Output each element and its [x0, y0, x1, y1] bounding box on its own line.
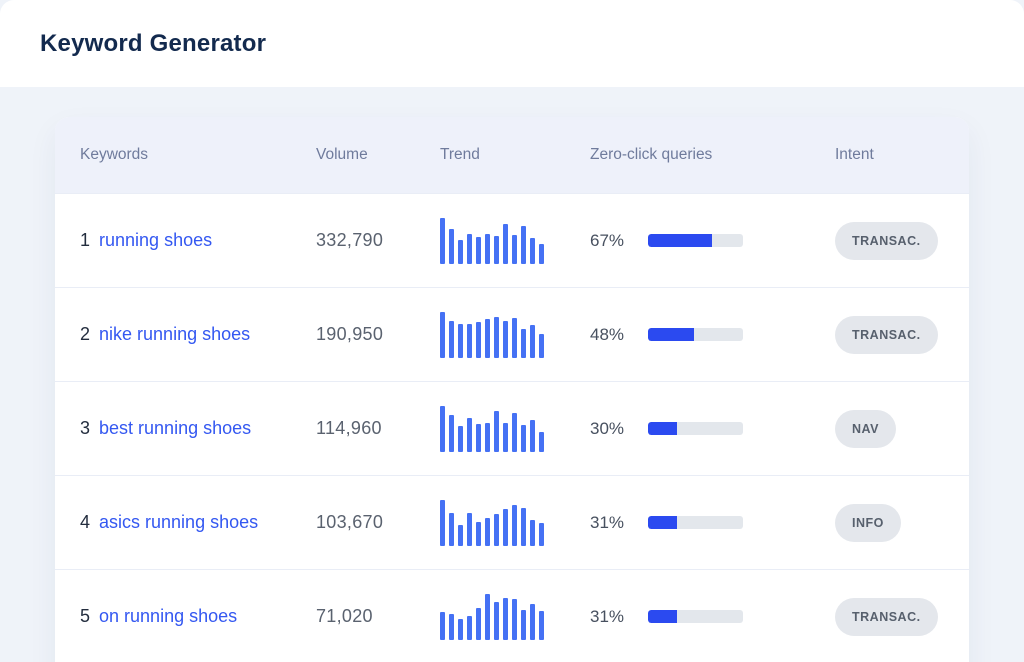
keyword-link[interactable]: nike running shoes: [99, 324, 251, 344]
zero-click-progress-fill: [648, 328, 694, 341]
volume-value: 190,950: [316, 324, 384, 344]
table-row: 4 asics running shoes 103,670 31% INFO: [55, 475, 969, 569]
page-content: Keywords Volume Trend Zero-click queries…: [0, 87, 1024, 662]
zero-click-percent: 30%: [590, 418, 625, 438]
column-header-zero-click: Zero-click queries: [590, 146, 713, 163]
table-header-row: Keywords Volume Trend Zero-click queries…: [55, 117, 969, 193]
zero-click-progressbar: [648, 516, 743, 529]
intent-badge: TRANSAC.: [835, 221, 938, 260]
zero-click-progress-fill: [648, 422, 677, 435]
zero-click-percent: 31%: [590, 606, 625, 626]
zero-click-percent: 67%: [590, 230, 625, 250]
top-header-bar: Keyword Generator: [0, 0, 1024, 87]
table-row: 1 running shoes 332,790 67% TRANSAC.: [55, 193, 969, 287]
zero-click-progressbar: [648, 234, 743, 247]
volume-value: 114,960: [316, 418, 382, 438]
zero-click-percent: 48%: [590, 324, 625, 344]
zero-click-progress-fill: [648, 234, 712, 247]
column-header-volume: Volume: [316, 146, 368, 163]
volume-value: 332,790: [316, 230, 384, 250]
trend-sparkline: [440, 217, 544, 264]
table-row: 2 nike running shoes 190,950 48% TRANSAC…: [55, 287, 969, 381]
volume-value: 71,020: [316, 606, 373, 626]
intent-badge: INFO: [835, 503, 901, 542]
intent-badge: TRANSAC.: [835, 315, 938, 354]
trend-sparkline: [440, 311, 544, 358]
intent-badge: NAV: [835, 409, 896, 448]
column-header-trend: Trend: [440, 146, 480, 163]
keyword-table-card: Keywords Volume Trend Zero-click queries…: [55, 117, 969, 662]
zero-click-progressbar: [648, 610, 743, 623]
keyword-link[interactable]: on running shoes: [99, 606, 238, 626]
column-header-keywords: Keywords: [80, 146, 149, 163]
volume-value: 103,670: [316, 512, 384, 532]
intent-badge: TRANSAC.: [835, 597, 938, 636]
keyword-link[interactable]: running shoes: [99, 230, 213, 250]
page-title: Keyword Generator: [40, 29, 267, 57]
row-rank: 2: [80, 324, 91, 344]
zero-click-progressbar: [648, 328, 743, 341]
trend-sparkline: [440, 593, 544, 640]
zero-click-progress-fill: [648, 516, 678, 529]
row-rank: 3: [80, 418, 91, 438]
trend-sparkline: [440, 499, 544, 546]
zero-click-progress-fill: [648, 610, 678, 623]
trend-sparkline: [440, 405, 544, 452]
row-rank: 4: [80, 512, 91, 532]
zero-click-progressbar: [648, 422, 743, 435]
keyword-link[interactable]: asics running shoes: [99, 512, 259, 532]
row-rank: 5: [80, 606, 91, 626]
table-row: 3 best running shoes 114,960 30% NAV: [55, 381, 969, 475]
row-rank: 1: [80, 230, 91, 250]
zero-click-percent: 31%: [590, 512, 625, 532]
keyword-link[interactable]: best running shoes: [99, 418, 252, 438]
column-header-intent: Intent: [835, 146, 874, 163]
table-row: 5 on running shoes 71,020 31% TRANSAC.: [55, 569, 969, 662]
